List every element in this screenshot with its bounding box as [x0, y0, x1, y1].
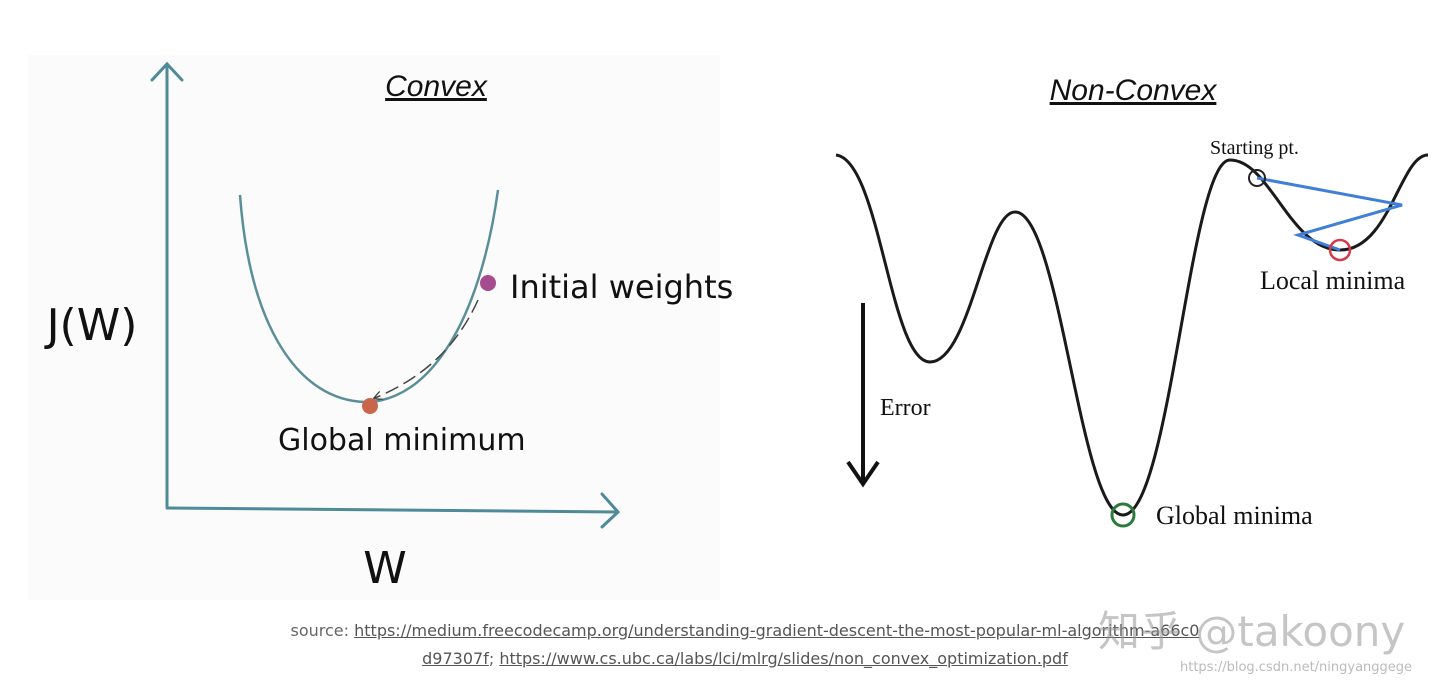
caption-prefix: source: [290, 621, 350, 640]
nonconvex-title: Non-Convex [1050, 74, 1218, 107]
minimum-point [362, 398, 378, 414]
error-arrow [846, 303, 880, 488]
descent-path [1256, 176, 1403, 252]
nonconvex-curve [835, 153, 1429, 517]
initial-point [480, 275, 496, 291]
local-point [1328, 238, 1352, 262]
axes [150, 61, 621, 529]
local-label: Local minima [1260, 266, 1406, 295]
start-point [1248, 169, 1266, 187]
y-label: J(W) [44, 300, 138, 351]
source-link[interactable]: https://www.cs.ubc.ca/labs/lci/mlrg/slid… [499, 649, 1068, 668]
initial-label: Initial weights [510, 268, 733, 306]
watermark-url: https://blog.csdn.net/ningyanggege [1180, 660, 1413, 675]
source-link[interactable]: https://medium.freecodecamp.org/understa… [354, 621, 1200, 668]
caption: source: https://medium.freecodecamp.org/… [290, 617, 1200, 673]
caption-separator: ; [488, 649, 495, 668]
error-label: Error [880, 395, 931, 421]
x-label: W [363, 543, 407, 594]
watermark: 知乎 @takoony [1098, 607, 1406, 656]
global-label: Global minima [1156, 501, 1313, 530]
minimum-label: Global minimum [278, 423, 526, 458]
start-label: Starting pt. [1210, 137, 1299, 159]
convex-title: Convex [385, 70, 488, 103]
global-point [1110, 502, 1136, 528]
descent-arrows [375, 299, 479, 398]
